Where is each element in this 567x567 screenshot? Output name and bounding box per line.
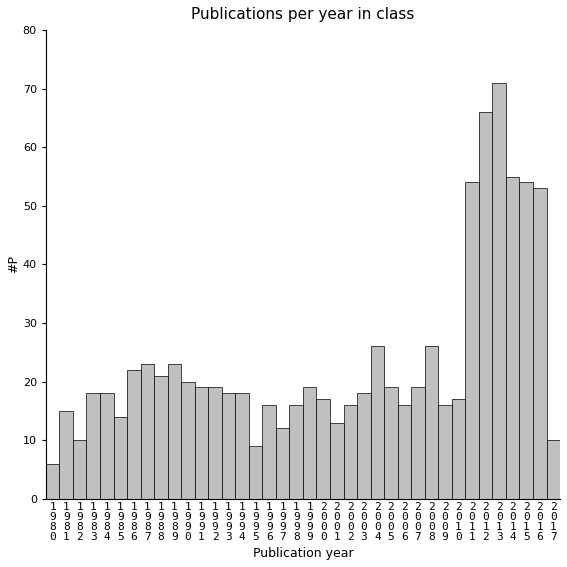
Bar [506, 176, 519, 499]
Bar [154, 376, 168, 499]
Bar [519, 183, 533, 499]
Bar [425, 346, 438, 499]
Title: Publications per year in class: Publications per year in class [191, 7, 414, 22]
Bar [87, 393, 100, 499]
Bar [371, 346, 384, 499]
Bar [73, 440, 87, 499]
Bar [411, 387, 425, 499]
Bar [141, 364, 154, 499]
Bar [222, 393, 235, 499]
Bar [316, 399, 330, 499]
Bar [249, 446, 263, 499]
Bar [438, 405, 452, 499]
Bar [357, 393, 371, 499]
Bar [303, 387, 316, 499]
Bar [276, 429, 289, 499]
Bar [100, 393, 113, 499]
Y-axis label: #P: #P [7, 255, 20, 273]
Bar [181, 382, 194, 499]
Bar [168, 364, 181, 499]
Bar [194, 387, 208, 499]
Bar [452, 399, 466, 499]
Bar [547, 440, 560, 499]
Bar [344, 405, 357, 499]
Bar [533, 188, 547, 499]
X-axis label: Publication year: Publication year [253, 547, 353, 560]
Bar [235, 393, 249, 499]
Bar [289, 405, 303, 499]
Bar [113, 417, 127, 499]
Bar [492, 83, 506, 499]
Bar [208, 387, 222, 499]
Bar [46, 464, 60, 499]
Bar [397, 405, 411, 499]
Bar [127, 370, 141, 499]
Bar [60, 411, 73, 499]
Bar [384, 387, 397, 499]
Bar [466, 183, 479, 499]
Bar [479, 112, 492, 499]
Bar [330, 422, 344, 499]
Bar [263, 405, 276, 499]
